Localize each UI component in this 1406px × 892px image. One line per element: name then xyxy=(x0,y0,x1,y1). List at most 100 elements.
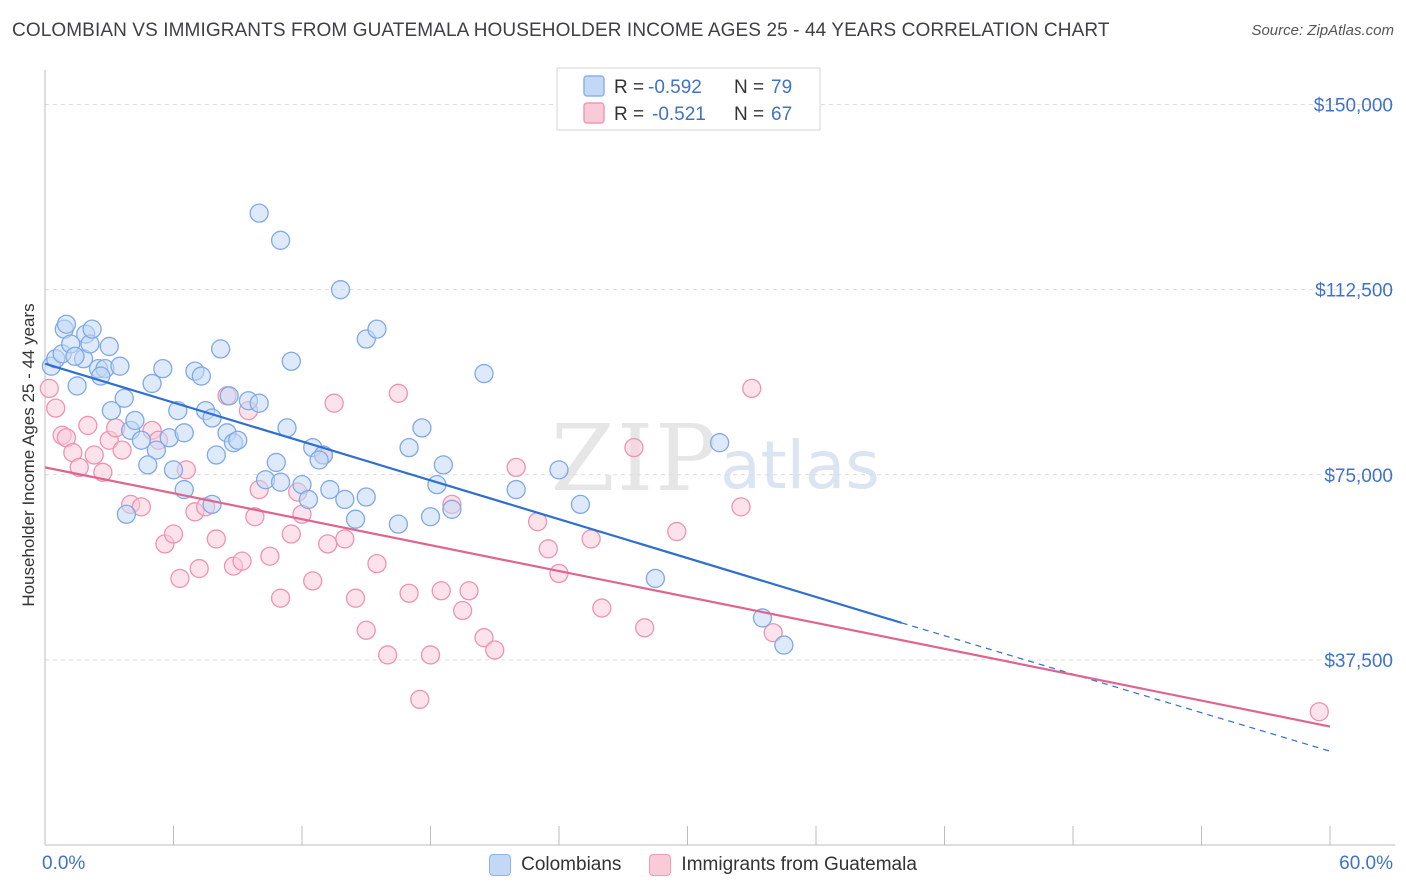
bottom-legend-label-guatemala: Immigrants from Guatemala xyxy=(681,854,917,875)
legend-blue-r-label: R = xyxy=(614,77,644,98)
colombians-point-64 xyxy=(116,504,137,524)
x-tick-labels: 0.0% 60.0% xyxy=(42,853,1393,874)
colombians-point-19 xyxy=(142,373,162,394)
guatemala-point-32 xyxy=(303,571,323,591)
legend-blue-n-value: 79 xyxy=(771,77,792,98)
x-tick-label-1: 60.0% xyxy=(1339,853,1393,874)
trend-lines xyxy=(44,362,1331,752)
bottom-legend: Colombians Immigrants from Guatemala xyxy=(0,850,1406,880)
colombians-point-66 xyxy=(202,494,222,515)
guatemala-point-37 xyxy=(356,620,376,640)
colombians-point-28 xyxy=(206,445,226,465)
y-axis-label: Householder Income Ages 25 - 44 years xyxy=(19,303,38,606)
guatemala-point-28 xyxy=(260,546,280,566)
legend-pink-n-label: N = xyxy=(734,104,764,125)
guatemala-point-63 xyxy=(245,507,265,527)
guatemala-point-5 xyxy=(69,457,89,478)
colombians-point-56 xyxy=(249,203,269,223)
colombians-point-48 xyxy=(399,437,419,458)
guatemala-point-17 xyxy=(163,524,184,544)
legend-pink-r-value: -0.521 xyxy=(652,104,706,125)
colombians-point-35 xyxy=(266,452,286,473)
colombians-point-74 xyxy=(101,400,122,421)
colombians-point-58 xyxy=(549,460,569,480)
colombians-point-47 xyxy=(330,280,351,300)
guatemala-point-22 xyxy=(206,529,226,549)
colombians-point-72 xyxy=(138,455,158,475)
guatemala-point-30 xyxy=(281,524,301,544)
colombians-point-70 xyxy=(228,430,248,450)
guatemala-point-49 xyxy=(485,640,505,660)
guatemala-point-25 xyxy=(232,551,252,571)
colombians-point-67 xyxy=(309,450,329,470)
guatemala-point-53 xyxy=(549,563,569,584)
guatemala-point-34 xyxy=(324,393,344,413)
colombians-point-10 xyxy=(82,319,102,339)
y-tick-labels: $37,500 $75,000 $112,500 $150,000 xyxy=(1314,96,1393,672)
legend-pink-r-label: R = xyxy=(614,104,644,125)
colombians-point-57 xyxy=(506,479,526,500)
colombians-point-52 xyxy=(433,455,454,475)
watermark: ZIP atlas xyxy=(551,405,880,512)
colombians-point-25 xyxy=(191,366,211,386)
guatemala-point-41 xyxy=(399,583,419,603)
guatemala-point-59 xyxy=(742,378,762,399)
legend-pink-n-value: 67 xyxy=(771,104,792,125)
colombians-point-15 xyxy=(114,388,134,408)
guatemala-point-66 xyxy=(318,534,338,554)
colombians-point-23 xyxy=(174,423,194,443)
colombians-point-17 xyxy=(125,410,145,431)
guatemala-point-57 xyxy=(667,521,687,542)
guatemala-point-55 xyxy=(592,598,612,618)
y-tick-label-1: $75,000 xyxy=(1324,466,1393,487)
colombians-point-55 xyxy=(270,230,291,250)
guatemala-point-1 xyxy=(46,398,66,418)
colombians-point-46 xyxy=(367,319,387,339)
bottom-legend-swatch-guatemala xyxy=(649,854,672,876)
y-tick-label-2: $112,500 xyxy=(1315,281,1393,302)
guatemala-point-38 xyxy=(367,553,387,574)
colombians-point-18 xyxy=(131,430,152,450)
colombians-point-73 xyxy=(91,366,111,386)
legend-blue-r-value: -0.592 xyxy=(648,77,702,98)
bottom-legend-swatch-colombians xyxy=(489,854,512,876)
colombians-point-49 xyxy=(412,418,432,438)
colombians-point-29 xyxy=(210,339,231,359)
top-legend: R = -0.592 N = 79 R = -0.521 N = 67 xyxy=(556,67,821,131)
y-tick-label-0: $37,500 xyxy=(1324,651,1393,672)
colombians-point-50 xyxy=(420,507,441,527)
colombians-point-38 xyxy=(281,351,301,371)
guatemala-point-64 xyxy=(189,558,209,579)
chart-source: Source: ZipAtlas.com xyxy=(1251,22,1394,39)
guatemala-point-50 xyxy=(506,457,526,478)
guatemala-point-58 xyxy=(731,497,751,517)
chart-title: COLOMBIAN VS IMMIGRANTS FROM GUATEMALA H… xyxy=(12,20,1110,41)
trend-line-colombians xyxy=(44,362,902,624)
colombians-point-78 xyxy=(65,346,85,366)
series-colombians-points xyxy=(41,203,794,655)
colombians-point-75 xyxy=(163,460,184,480)
guatemala-point-54 xyxy=(581,529,601,549)
y-tick-label-3: $150,000 xyxy=(1314,96,1393,117)
colombians-point-69 xyxy=(388,514,409,534)
legend-swatch-colombians xyxy=(583,75,605,97)
guatemala-point-6 xyxy=(78,415,98,436)
colombians-point-53 xyxy=(442,499,462,519)
guatemala-point-35 xyxy=(335,529,355,549)
colombians-point-33 xyxy=(249,393,269,413)
guatemala-point-47 xyxy=(459,581,479,601)
colombians-point-36 xyxy=(270,472,291,492)
colombians-point-54 xyxy=(474,363,494,384)
colombians-point-43 xyxy=(320,479,340,500)
guatemala-point-62 xyxy=(624,437,644,458)
guatemala-point-11 xyxy=(112,440,132,460)
colombians-point-68 xyxy=(356,487,376,507)
colombians-point-40 xyxy=(298,489,319,510)
series-guatemala-points xyxy=(39,378,1329,722)
colombians-point-61 xyxy=(709,433,730,453)
guatemala-point-60 xyxy=(763,623,783,643)
colombians-point-76 xyxy=(219,386,239,406)
guatemala-point-56 xyxy=(635,618,655,638)
colombians-point-71 xyxy=(146,440,167,460)
